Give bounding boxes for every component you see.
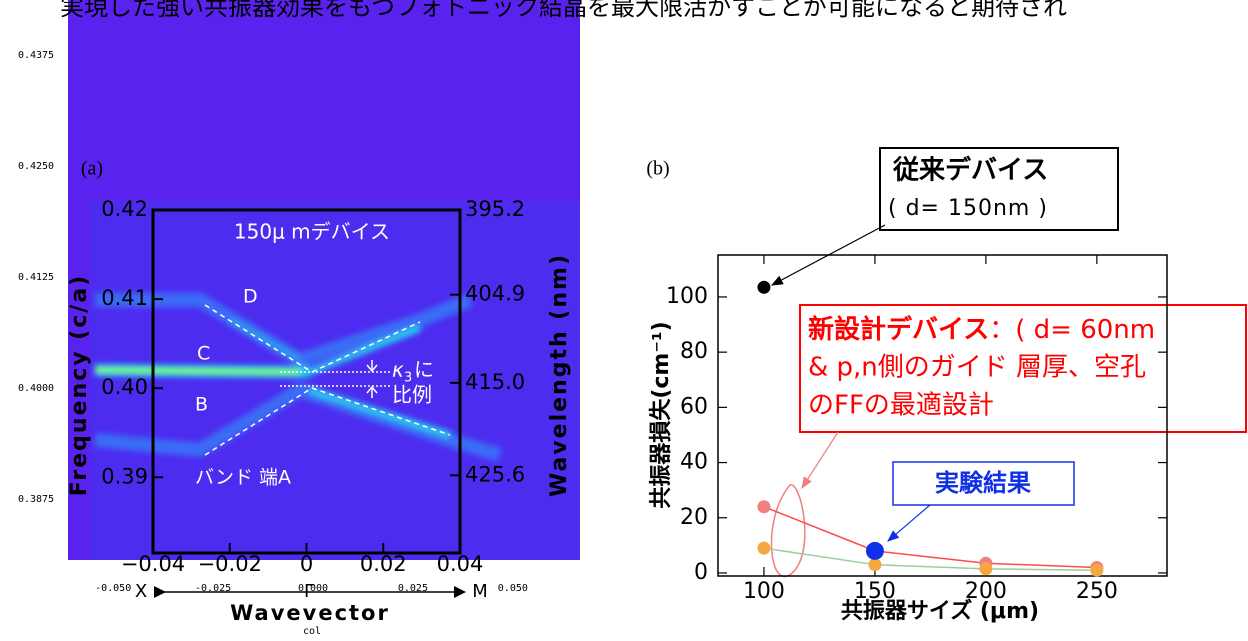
data-point xyxy=(868,558,882,572)
data-point xyxy=(979,562,993,576)
outer-y-tick-label: 0.4125 xyxy=(18,272,54,283)
x-tick-label: −0.04 xyxy=(121,552,185,576)
y-tick-label: 0.40 xyxy=(101,375,148,399)
y2-axis-label: Wavelength (nm) xyxy=(547,253,572,497)
y-axis-label: 共振器損失(cm⁻¹) xyxy=(649,321,674,508)
y-tick-label: 0.39 xyxy=(101,464,148,488)
kappa-note: に xyxy=(414,358,434,382)
y-tick-label: 100 xyxy=(666,284,708,309)
y-tick-label: 0.41 xyxy=(101,286,148,310)
callout-note: のFFの最適設計 xyxy=(808,391,994,421)
outer-x-tick-label: 0.050 xyxy=(498,583,528,594)
y-tick-label: 40 xyxy=(680,450,708,475)
callout-box xyxy=(879,147,1119,231)
callout-arrow xyxy=(887,504,931,542)
heatmap-region xyxy=(90,200,580,560)
x-axis-label: Wavevector xyxy=(230,601,390,625)
outer-y-tick-label: 0.4000 xyxy=(18,383,54,394)
y-tick-label: 80 xyxy=(680,339,708,364)
band-label: B xyxy=(195,394,208,416)
data-point xyxy=(757,280,771,294)
band-label: D xyxy=(243,286,258,308)
data-point xyxy=(865,541,884,560)
x-tick-label: 0.04 xyxy=(437,552,484,576)
plot-title: 150μ mデバイス xyxy=(234,220,390,244)
band-label: バンド 端A xyxy=(195,467,291,489)
symmetry-point-label: X xyxy=(135,581,147,602)
x-tick-label: 150 xyxy=(854,579,896,604)
callout-arrow xyxy=(801,431,839,490)
plot-frame xyxy=(717,254,1168,577)
band-features xyxy=(94,293,503,462)
y2-tick-label: 425.6 xyxy=(465,462,525,486)
y2-tick-label: 415.0 xyxy=(465,370,525,394)
x-tick-label: −0.02 xyxy=(198,552,262,576)
outer-x-axis-label: col xyxy=(303,626,321,637)
callout-note: 新設計デバイス：( d= 60nm xyxy=(808,314,1155,345)
x-axis-label: 共振器サイズ (μm) xyxy=(841,598,1039,624)
data-point xyxy=(757,500,771,514)
header-text: 実現した強い共振器効果をもつフォトニック結晶を最大限活かすことが可能になると期待… xyxy=(60,0,1067,21)
outer-y-tick-label: 0.4375 xyxy=(18,50,54,61)
symmetry-point-label: M xyxy=(472,581,488,602)
callout-box xyxy=(799,304,1247,433)
y-tick-label: 0.42 xyxy=(101,197,148,221)
callout-box xyxy=(892,461,1075,506)
kappa-arrows xyxy=(366,360,378,398)
highlight-loop xyxy=(770,484,806,578)
kappa-subscript: 3 xyxy=(404,371,412,386)
y-tick-label: 60 xyxy=(680,394,708,419)
y-axis-label: Frequency (c/a) xyxy=(67,274,92,496)
panel-label: (a) xyxy=(81,158,103,180)
y-tick-label: 0 xyxy=(694,560,708,585)
x-tick-label: 250 xyxy=(1076,579,1118,604)
series-line xyxy=(763,506,1097,569)
callout-note: ：( d= 60nm xyxy=(989,315,1155,345)
data-point xyxy=(1090,563,1104,577)
y2-tick-label: 404.9 xyxy=(465,282,525,306)
callout-note: & p,n側のガイド 層厚、空孔 xyxy=(808,353,1146,383)
data-point xyxy=(757,541,771,555)
callout-title: 実験結果 xyxy=(935,469,1031,497)
y-tick-label: 20 xyxy=(680,505,708,530)
callout-note: ( d= 150nm ) xyxy=(888,196,1048,221)
x-tick-label: 100 xyxy=(743,579,785,604)
x-tick-label: 0 xyxy=(300,552,313,576)
band-label: C xyxy=(197,343,210,365)
x-tick-label: 200 xyxy=(965,579,1007,604)
callout-title: 従来デバイス xyxy=(892,155,1048,186)
outer-x-tick-label: 0.025 xyxy=(398,583,428,594)
callout-title: 新設計デバイス xyxy=(808,314,989,345)
y2-tick-label: 395.2 xyxy=(465,197,525,221)
kappa-symbol: κ xyxy=(392,358,404,382)
guide-lines xyxy=(204,304,451,456)
kappa-note: 比例 xyxy=(392,383,432,407)
outer-x-tick-label: -0.050 xyxy=(95,583,131,594)
outer-y-tick-label: 0.3875 xyxy=(18,494,54,505)
series-line xyxy=(763,547,1097,571)
outer-y-tick-label: 0.4250 xyxy=(18,161,54,172)
outer-x-tick-label: 0.000 xyxy=(298,583,328,594)
outer-x-tick-label: -0.025 xyxy=(195,583,231,594)
panel-label: (b) xyxy=(646,158,669,180)
symmetry-point-label: Γ xyxy=(304,581,314,602)
x-tick-label: 0.02 xyxy=(360,552,407,576)
